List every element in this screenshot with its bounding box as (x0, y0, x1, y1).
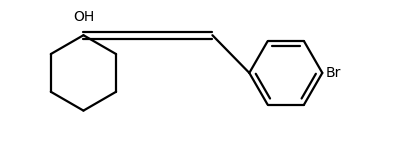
Text: Br: Br (326, 66, 341, 80)
Text: OH: OH (74, 10, 95, 24)
